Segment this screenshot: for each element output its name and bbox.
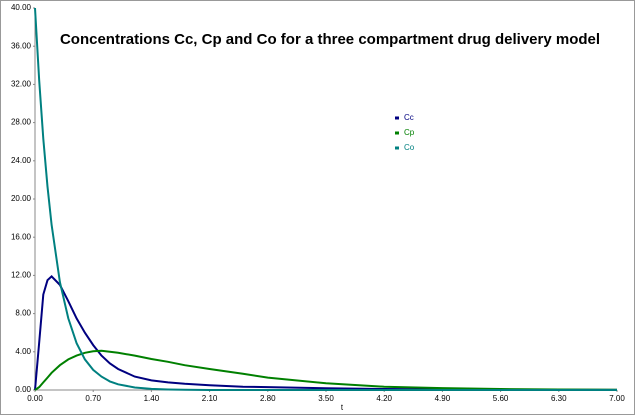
- legend-marker: [395, 146, 399, 150]
- legend-label: Co: [404, 143, 415, 152]
- y-tick-label: 32.00: [11, 80, 32, 89]
- chart-title: Concentrations Cc, Cp and Co for a three…: [60, 31, 600, 48]
- x-tick-label: 0.70: [85, 394, 101, 403]
- y-tick-label: 8.00: [15, 309, 31, 318]
- x-tick-label: 1.40: [144, 394, 160, 403]
- x-tick-label: 4.20: [376, 394, 392, 403]
- x-tick-label: 2.80: [260, 394, 276, 403]
- y-tick-label: 20.00: [11, 194, 32, 203]
- legend-marker: [395, 131, 399, 135]
- x-tick-label: 2.10: [202, 394, 218, 403]
- y-tick-label: 16.00: [11, 232, 32, 241]
- y-tick-label: 12.00: [11, 271, 32, 280]
- y-tick-label: 4.00: [15, 347, 31, 356]
- x-tick-label: 0.00: [27, 394, 43, 403]
- x-axis-label: t: [341, 403, 344, 412]
- series-line: [34, 275, 618, 391]
- x-tick-label: 3.50: [318, 394, 334, 403]
- x-tick-label: 4.90: [435, 394, 451, 403]
- y-tick-label: 28.00: [11, 118, 32, 127]
- legend-marker: [395, 116, 399, 120]
- series-line: [34, 7, 617, 391]
- y-tick-label: 36.00: [11, 41, 32, 50]
- x-tick-label: 6.30: [551, 394, 567, 403]
- legend-label: Cp: [404, 128, 415, 137]
- x-tick-label: 7.00: [609, 394, 625, 403]
- y-tick-label: 40.00: [11, 3, 32, 12]
- y-tick-label: 0.00: [15, 385, 31, 394]
- legend-label: Cc: [404, 113, 414, 122]
- y-tick-label: 24.00: [11, 156, 32, 165]
- series-line: [34, 349, 618, 391]
- x-tick-label: 5.60: [493, 394, 509, 403]
